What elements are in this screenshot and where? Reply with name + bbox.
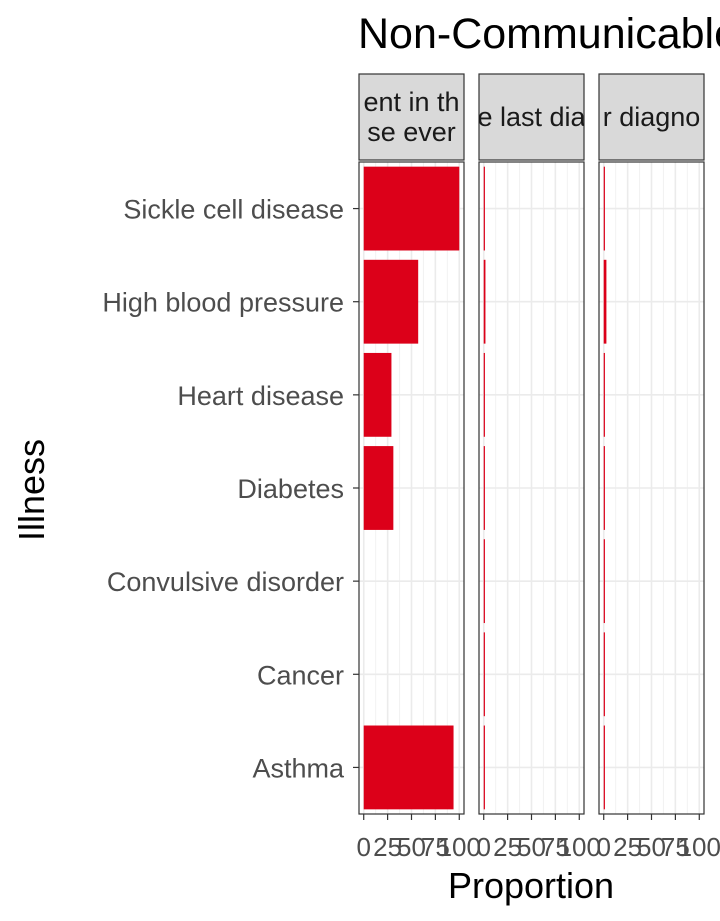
bar-asthma <box>363 725 454 810</box>
x-tick-label: 75 <box>541 832 570 862</box>
bar-diabetes <box>603 446 605 530</box>
facet-strip-label: n the last diagno <box>432 102 630 132</box>
bar-diabetes <box>483 446 485 530</box>
bar-asthma <box>483 725 485 810</box>
y-tick-label: Asthma <box>252 753 345 783</box>
x-tick-label: 25 <box>373 832 402 862</box>
bar-sickle-cell-disease <box>363 166 460 251</box>
x-tick-label: 0 <box>476 832 490 862</box>
x-tick-label: 100 <box>438 832 481 862</box>
bar-cancer <box>603 632 605 717</box>
x-tick-label: 25 <box>493 832 522 862</box>
facet-strip-label: r diagno <box>603 102 701 132</box>
x-tick-label: 75 <box>661 832 690 862</box>
x-axis-title: Proportion <box>448 865 614 906</box>
bar-high-blood-pressure <box>603 259 607 344</box>
bar-heart-disease <box>603 352 605 437</box>
facet-strip <box>478 73 585 161</box>
facet-strip <box>598 73 705 161</box>
y-tick-label: Sickle cell disease <box>123 195 344 225</box>
bar-convulsive-disorder <box>603 539 605 624</box>
chart-title: Non-Communicable <box>358 10 720 58</box>
facet-strip <box>358 73 465 161</box>
x-tick-label: 50 <box>517 832 546 862</box>
x-tick-label: 100 <box>558 832 601 862</box>
facet-strip-label: se ever <box>367 117 456 147</box>
facet-strip-label: ent in th <box>363 87 459 117</box>
x-tick-label: 50 <box>397 832 426 862</box>
bar-convulsive-disorder <box>483 539 485 624</box>
bar-cancer <box>483 632 485 717</box>
bar-sickle-cell-disease <box>483 166 485 251</box>
y-tick-label: Cancer <box>257 660 344 690</box>
bar-high-blood-pressure <box>483 259 486 344</box>
bar-diabetes <box>363 446 394 530</box>
bar-sickle-cell-disease <box>603 166 605 251</box>
x-tick-label: 25 <box>613 832 642 862</box>
x-tick-label: 75 <box>421 832 450 862</box>
y-axis-title: Illness <box>11 439 52 541</box>
bar-heart-disease <box>363 352 392 437</box>
x-tick-label: 50 <box>637 832 666 862</box>
y-tick-label: High blood pressure <box>102 288 344 318</box>
y-axis-labels: Sickle cell disease High blood pressure He… <box>102 195 359 783</box>
bar-heart-disease <box>483 352 485 437</box>
y-tick-label: Heart disease <box>177 381 344 411</box>
bar-asthma <box>603 725 605 810</box>
bar-high-blood-pressure <box>363 259 419 344</box>
x-tick-label: 0 <box>356 832 370 862</box>
x-tick-label: 100 <box>678 832 720 862</box>
y-tick-label: Convulsive disorder <box>107 567 344 597</box>
x-tick-label: 0 <box>596 832 610 862</box>
y-tick-label: Diabetes <box>237 474 344 504</box>
